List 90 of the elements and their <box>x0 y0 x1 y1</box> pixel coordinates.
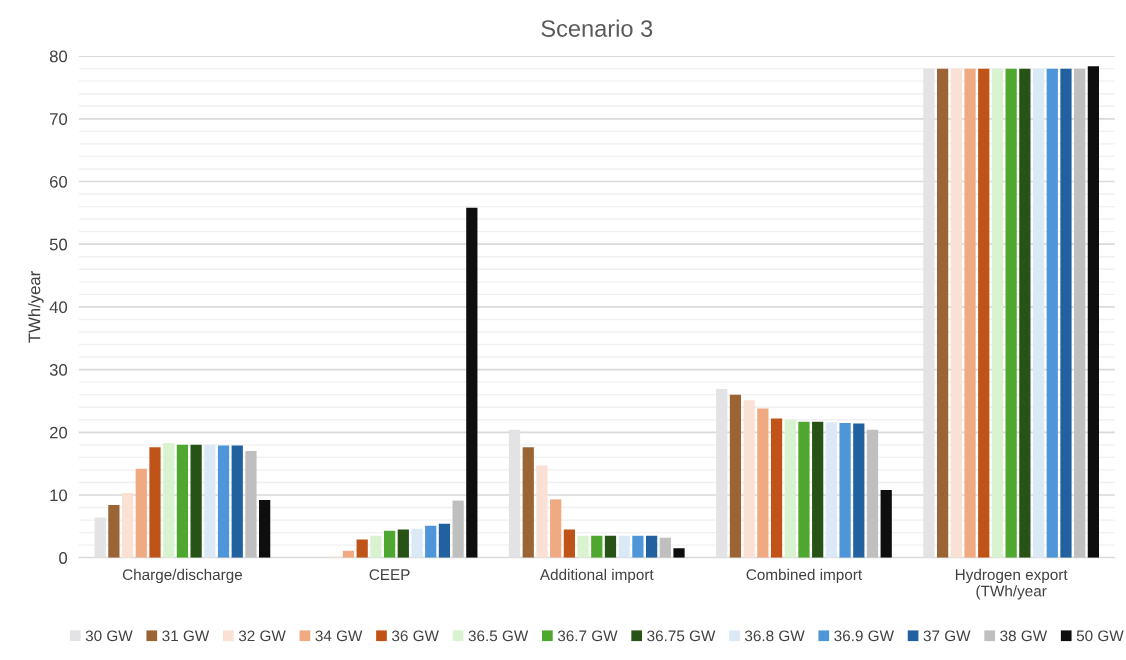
bar <box>163 442 175 558</box>
bar <box>880 489 892 558</box>
bar <box>798 421 810 558</box>
y-tick-label: 40 <box>49 301 68 314</box>
bar <box>522 447 534 558</box>
x-tick-label: Additional import <box>539 568 654 584</box>
x-tick-label: Charge/discharge <box>122 568 243 584</box>
bar <box>1060 68 1072 558</box>
y-tick-label: 70 <box>50 113 68 125</box>
bar <box>964 68 976 558</box>
bar <box>784 419 796 558</box>
bar <box>508 429 521 558</box>
bar <box>383 530 396 558</box>
bar <box>550 499 562 558</box>
bar <box>659 537 671 558</box>
legend-label: 36.75 GW <box>647 630 716 642</box>
x-tick-label: CEEP <box>369 569 410 581</box>
legend-label: 32 GW <box>238 630 286 642</box>
bar <box>370 535 382 558</box>
bar <box>618 535 630 558</box>
bar <box>757 408 769 558</box>
bar <box>991 68 1004 558</box>
bar <box>231 445 243 558</box>
bar <box>204 444 216 558</box>
y-tick-label: 0 <box>59 552 68 564</box>
legend-label: 31 GW <box>162 630 210 642</box>
bar <box>923 68 935 558</box>
bar <box>770 418 783 558</box>
bar <box>1074 68 1086 558</box>
bar <box>645 535 658 558</box>
chart-title: Scenario 3 <box>541 19 653 37</box>
legend-label: 37 GW <box>923 630 971 642</box>
bar <box>1087 66 1099 558</box>
y-axis-title: TWh/year <box>28 271 44 343</box>
bar <box>108 505 120 558</box>
bar <box>743 400 755 558</box>
bar <box>591 535 603 558</box>
bar <box>356 539 368 558</box>
bar <box>452 500 464 558</box>
bar <box>176 444 189 558</box>
bar <box>94 517 106 558</box>
bar <box>466 207 478 558</box>
legend-label: 38 GW <box>1000 630 1048 642</box>
legend-label: 36.7 GW <box>557 630 618 642</box>
bar <box>825 422 837 558</box>
y-tick-label: 50 <box>49 238 68 251</box>
bar <box>135 468 147 558</box>
bar <box>1019 68 1031 558</box>
bar <box>425 525 437 558</box>
legend-label: 36.8 GW <box>744 630 805 642</box>
bar <box>438 523 451 558</box>
y-tick-label: 60 <box>50 175 68 188</box>
bar <box>411 528 423 558</box>
bar <box>149 447 161 558</box>
legend-label: 34 GW <box>315 630 363 642</box>
bar <box>729 394 742 558</box>
bar <box>853 423 865 558</box>
bar <box>632 535 644 558</box>
bar <box>536 465 548 558</box>
legend-label: 36.9 GW <box>834 630 894 642</box>
legend-label: 36 GW <box>392 630 439 642</box>
bar <box>577 535 589 558</box>
y-tick-label: 80 <box>49 50 68 63</box>
y-tick-label: 30 <box>49 364 68 376</box>
legend-label: 30 GW <box>85 630 133 642</box>
bar <box>1005 68 1017 558</box>
legend-label: 50 GW <box>1076 630 1124 642</box>
legend-label: 36.5 GW <box>468 630 529 642</box>
bar <box>259 500 271 558</box>
bar <box>604 535 617 558</box>
bar <box>245 451 257 558</box>
bar <box>950 68 962 558</box>
bar <box>121 493 134 558</box>
bar <box>937 68 949 558</box>
x-tick-label: Combined import <box>746 568 863 584</box>
x-tick-label: Hydrogen export (TWh/year <box>955 568 1068 600</box>
bar <box>839 422 851 558</box>
bar <box>1046 68 1058 558</box>
y-tick-label: 10 <box>50 489 68 502</box>
bar <box>1032 68 1045 558</box>
bar <box>397 529 409 558</box>
bar <box>673 548 685 558</box>
bar <box>563 529 575 558</box>
bar <box>866 429 879 558</box>
bar <box>716 389 728 558</box>
bar <box>812 421 824 558</box>
bar <box>190 444 202 558</box>
bar <box>978 68 990 558</box>
y-tick-label: 20 <box>50 426 68 439</box>
bar <box>217 445 230 558</box>
